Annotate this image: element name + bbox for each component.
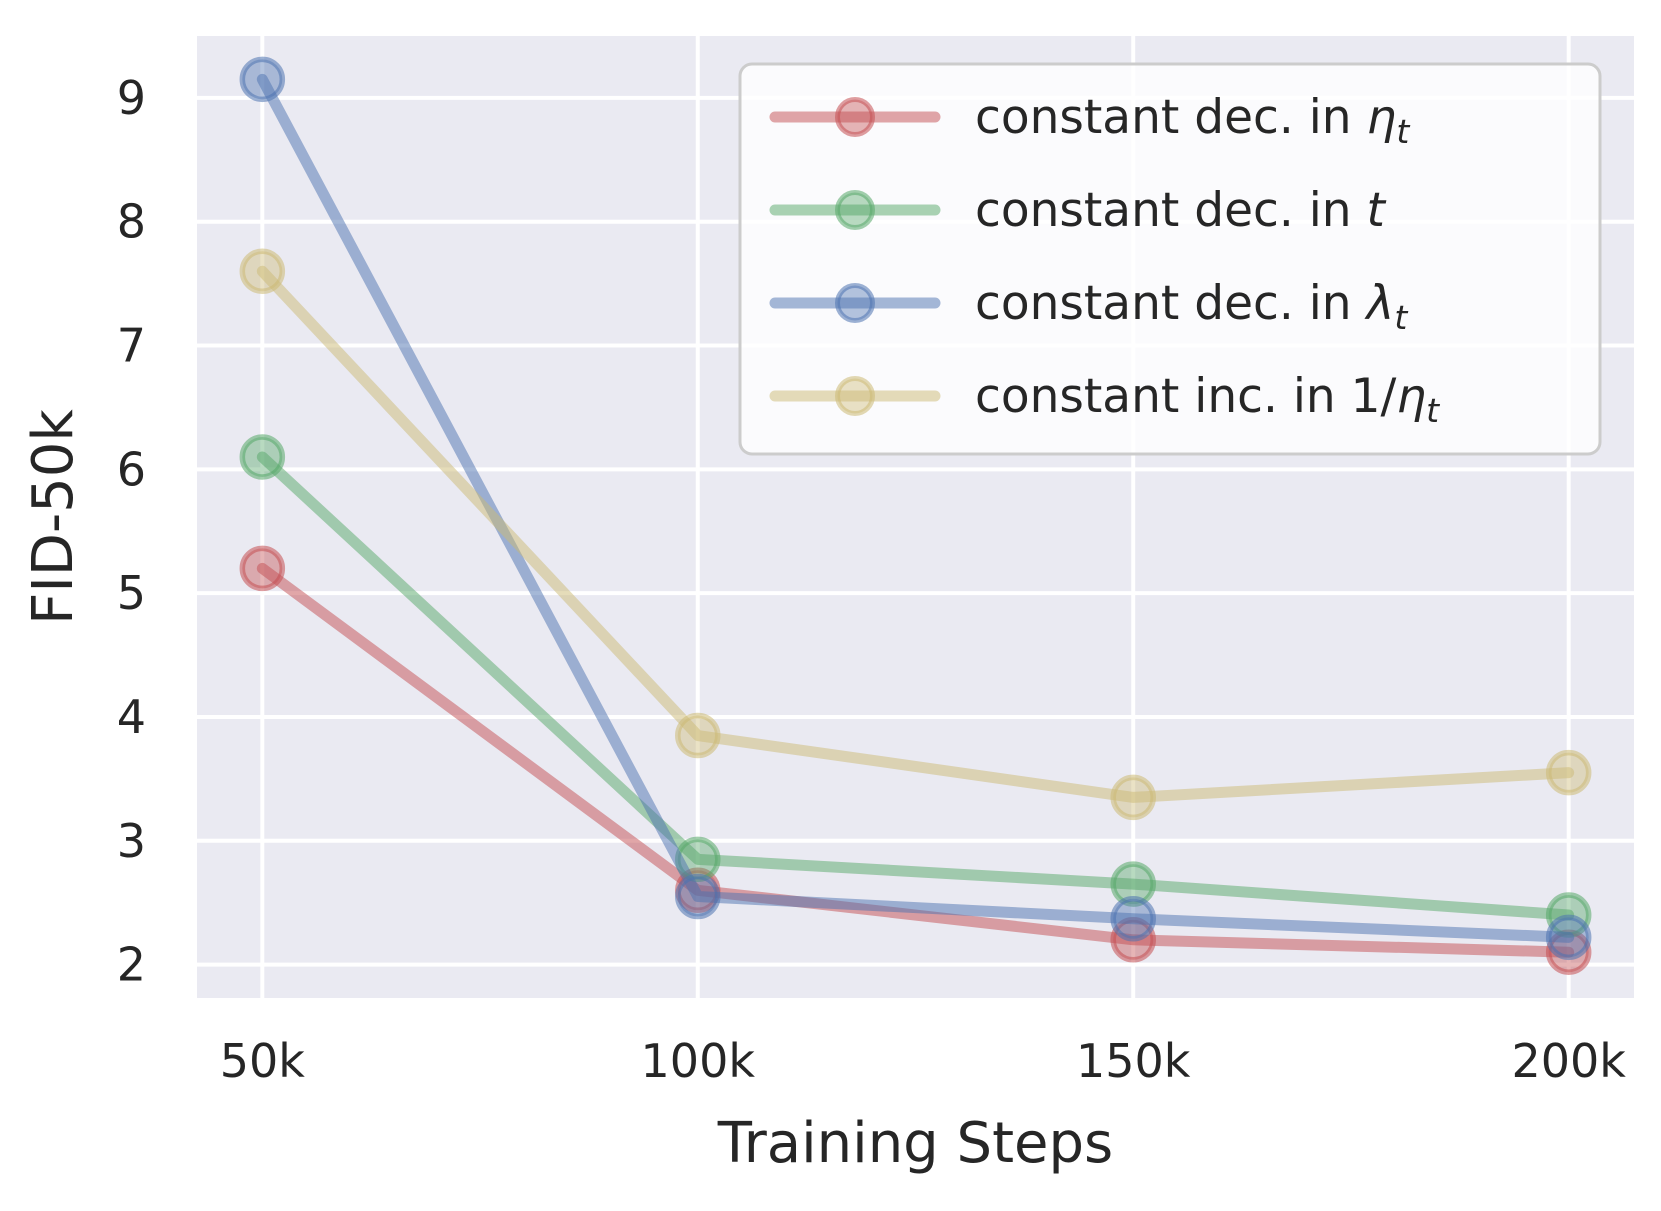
x-axis-ticks: 50k 100k 150k 200k xyxy=(220,1034,1627,1088)
series-line xyxy=(256,562,1575,958)
y-tick-label: 4 xyxy=(117,690,146,744)
series-line xyxy=(256,73,1575,943)
legend-label: constant inc. in 1/ηt xyxy=(975,369,1440,430)
y-axis-title: FID-50k xyxy=(21,409,86,625)
data-point-marker xyxy=(239,434,286,480)
legend-label: constant dec. in t xyxy=(975,183,1387,238)
x-tick-label: 100k xyxy=(641,1034,756,1088)
legend-marker-sample xyxy=(835,283,875,323)
legend: constant dec. in ηt constant dec. in t con… xyxy=(738,62,1602,456)
series-line xyxy=(256,451,1575,921)
y-tick-label: 8 xyxy=(117,195,146,249)
y-tick-label: 6 xyxy=(117,442,146,496)
x-axis-title: Training Steps xyxy=(717,1111,1113,1176)
series-line xyxy=(256,265,1575,803)
y-tick-label: 3 xyxy=(117,814,146,868)
series-2 xyxy=(239,56,1592,961)
legend-label: constant dec. in ηt xyxy=(975,90,1410,151)
legend-label: constant dec. in λt xyxy=(975,276,1408,337)
data-point-marker xyxy=(239,248,286,294)
data-point-marker xyxy=(675,712,721,759)
x-tick-label: 200k xyxy=(1511,1034,1626,1088)
data-point-marker xyxy=(1545,914,1592,961)
series-3 xyxy=(239,248,1592,821)
y-tick-label: 2 xyxy=(117,938,146,992)
legend-entry-3: constant inc. in 1/ηt xyxy=(769,369,1440,430)
x-tick-label: 50k xyxy=(220,1034,306,1088)
data-point-marker xyxy=(1110,861,1156,907)
legend-box xyxy=(738,62,1602,456)
data-point-marker xyxy=(675,873,721,920)
x-tick-label: 150k xyxy=(1076,1034,1191,1088)
legend-marker-sample xyxy=(835,97,875,137)
legend-entry-1: constant dec. in t xyxy=(769,183,1387,238)
y-tick-label: 5 xyxy=(117,566,146,620)
data-point-marker xyxy=(1545,749,1592,796)
data-point-marker xyxy=(1110,896,1156,942)
y-tick-label: 7 xyxy=(117,319,146,373)
y-tick-label: 9 xyxy=(117,71,146,125)
legend-marker-sample xyxy=(835,376,875,416)
legend-marker-sample xyxy=(835,190,875,230)
y-axis-ticks: 2 3 4 5 6 7 8 9 xyxy=(117,71,146,992)
data-point-marker xyxy=(239,56,286,103)
data-point-marker xyxy=(239,545,286,592)
data-point-marker xyxy=(1110,774,1156,821)
legend-entry-2: constant dec. in λt xyxy=(769,276,1408,337)
legend-entry-0: constant dec. in ηt xyxy=(769,90,1410,151)
